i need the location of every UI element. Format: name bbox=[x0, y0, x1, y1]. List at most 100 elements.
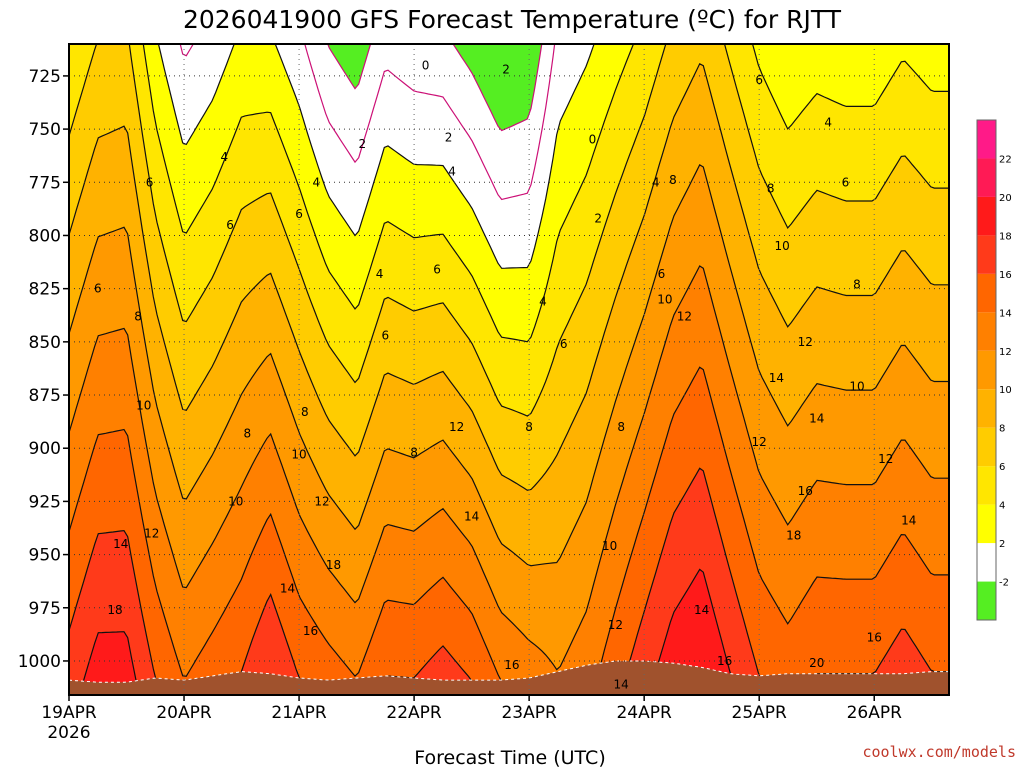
x-tick-label: 20APR bbox=[156, 703, 212, 723]
colorbar-swatch bbox=[977, 235, 996, 274]
contour-label: 12 bbox=[314, 494, 329, 508]
isotherm-4 bbox=[142, 44, 949, 343]
colorbar: -2 2 4 6 8 10 12 14 16 18 20 22 bbox=[976, 119, 1012, 621]
contour-label: 6 bbox=[382, 328, 390, 342]
contour-label: 8 bbox=[617, 420, 625, 434]
colorbar-swatch bbox=[977, 312, 996, 351]
colorbar-label: 10 bbox=[999, 385, 1012, 396]
contour-label: 6 bbox=[755, 73, 763, 87]
contour-label: 4 bbox=[652, 175, 660, 189]
contour-label: 18 bbox=[107, 603, 122, 617]
y-tick-label: 925 bbox=[29, 492, 61, 512]
contour-label: 16 bbox=[717, 654, 732, 668]
plot-area: 6861014121846810648101214161824684612022… bbox=[69, 44, 949, 695]
contour-label: 10 bbox=[228, 494, 243, 508]
y-axis: 725 750 775 800 825 850 875 900 925 950 975 1000 bbox=[18, 67, 69, 672]
contour-label: 16 bbox=[798, 484, 813, 498]
colorbar-swatch bbox=[977, 196, 996, 236]
isotherm-8 bbox=[69, 62, 949, 491]
isotherm--2 bbox=[327, 44, 543, 132]
x-axis: 19APR 20APR 21APR 22APR 23APR 24APR 25APR 26APR bbox=[41, 695, 902, 723]
plot-frame bbox=[68, 43, 950, 696]
contour-label: 6 bbox=[560, 337, 568, 351]
y-tick-label: 975 bbox=[29, 599, 61, 619]
colorbar-label: 18 bbox=[999, 231, 1012, 242]
colorbar-label: -2 bbox=[999, 578, 1009, 589]
colorbar-label: 14 bbox=[999, 308, 1012, 319]
colorbar-swatch bbox=[977, 389, 996, 428]
colorbar-swatch bbox=[977, 581, 996, 620]
contour-label: 14 bbox=[113, 537, 128, 551]
contour-label: 8 bbox=[669, 173, 677, 187]
isotherm-12 bbox=[69, 265, 949, 671]
contour-label: 18 bbox=[786, 528, 801, 542]
colorbar-label: 6 bbox=[999, 462, 1005, 473]
contour-label: 4 bbox=[312, 175, 320, 189]
contour-label: 6 bbox=[842, 175, 850, 189]
y-tick-label: 775 bbox=[29, 173, 61, 193]
contour-label: 6 bbox=[226, 218, 234, 232]
y-tick-label: 1000 bbox=[18, 652, 61, 672]
contour-label: 4 bbox=[376, 267, 384, 281]
x-tick-label: 25APR bbox=[732, 703, 788, 723]
contour-label: 8 bbox=[134, 309, 142, 323]
y-tick-label: 950 bbox=[29, 546, 61, 566]
x-tick-label: 26APR bbox=[847, 703, 903, 723]
contour-label: 6 bbox=[433, 263, 441, 277]
chart-title: 2026041900 GFS Forecast Temperature (ºC)… bbox=[183, 5, 842, 34]
isotherm-2 bbox=[157, 44, 595, 269]
isotherm-6 bbox=[69, 44, 949, 417]
colorbar-swatch bbox=[977, 466, 996, 505]
colorbar-label: 8 bbox=[999, 424, 1005, 435]
colorbar-label: 2 bbox=[999, 539, 1005, 550]
contour-label: 16 bbox=[504, 658, 519, 672]
x-tick-label: 19APR bbox=[41, 703, 97, 723]
isotherm-0 bbox=[179, 44, 556, 201]
contour-label: 10 bbox=[849, 380, 864, 394]
colorbar-swatch bbox=[977, 273, 996, 313]
x-tick-label: 22APR bbox=[386, 703, 442, 723]
contour-label: 14 bbox=[280, 582, 295, 596]
credit-link[interactable]: coolwx.com/models bbox=[862, 743, 1016, 761]
contour-label: 12 bbox=[677, 309, 692, 323]
x-axis-year: 2026 bbox=[47, 723, 90, 743]
colorbar-swatch bbox=[977, 543, 996, 582]
colorbar-frame bbox=[976, 119, 997, 621]
contour-label: 0 bbox=[422, 58, 430, 72]
contour-label: 12 bbox=[798, 335, 813, 349]
y-tick-label: 900 bbox=[29, 439, 61, 459]
contour-label: 10 bbox=[657, 292, 672, 306]
contour-label: 14 bbox=[694, 603, 709, 617]
colorbar-label: 12 bbox=[999, 347, 1012, 358]
contour-label: 18 bbox=[326, 558, 341, 572]
contour-label: 4 bbox=[220, 150, 228, 164]
colorbar-label: 4 bbox=[999, 501, 1005, 512]
contour-label: 6 bbox=[146, 175, 154, 189]
y-tick-label: 825 bbox=[29, 280, 61, 300]
contour-label: 10 bbox=[136, 399, 151, 413]
contour-label: 12 bbox=[878, 452, 893, 466]
contour-label: 14 bbox=[809, 411, 824, 425]
contour-label: 8 bbox=[243, 426, 251, 440]
contour-label: 12 bbox=[608, 618, 623, 632]
isotherm-10 bbox=[69, 164, 949, 567]
contour-label: 12 bbox=[449, 420, 464, 434]
contour-label: 6 bbox=[295, 207, 303, 221]
contour-label: 2 bbox=[594, 211, 602, 225]
contour-label: 2 bbox=[359, 137, 367, 151]
y-tick-label: 800 bbox=[29, 226, 61, 246]
contour-label: 20 bbox=[809, 656, 824, 670]
colorbar-label: 22 bbox=[999, 154, 1012, 165]
contour-label: 10 bbox=[291, 448, 306, 462]
contour-label: 14 bbox=[769, 371, 784, 385]
contour-label: 10 bbox=[775, 239, 790, 253]
contour-label: 8 bbox=[525, 420, 533, 434]
colorbar-swatch bbox=[977, 350, 996, 390]
x-tick-label: 23APR bbox=[501, 703, 557, 723]
contour-label: 14 bbox=[614, 677, 629, 691]
colorbar-label: 20 bbox=[999, 193, 1012, 204]
colorbar-label: 16 bbox=[999, 270, 1012, 281]
contour-label: 12 bbox=[144, 526, 159, 540]
contour-label: 16 bbox=[867, 631, 882, 645]
